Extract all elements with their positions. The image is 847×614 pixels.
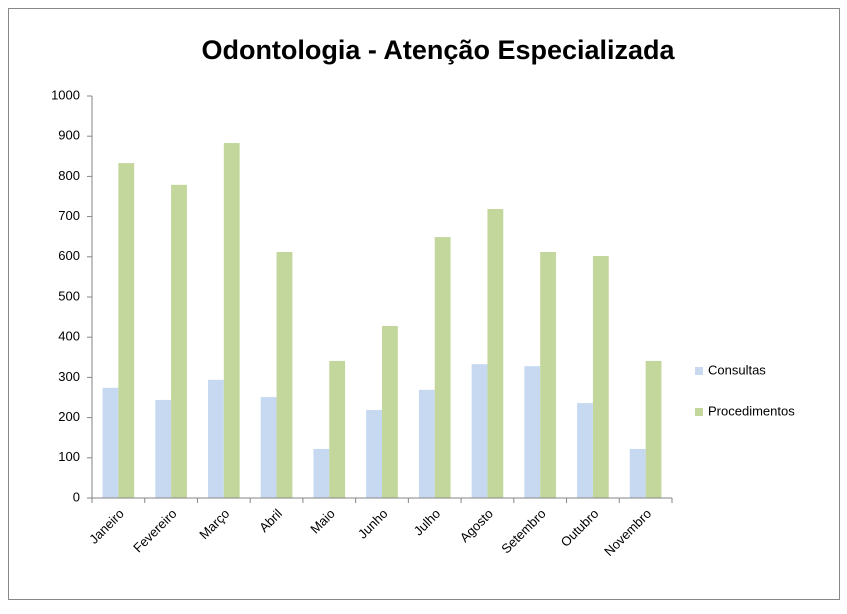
bar — [418, 389, 435, 498]
bar — [577, 403, 593, 498]
bar — [471, 364, 488, 498]
chart-title: Odontologia - Atenção Especializada — [201, 35, 675, 65]
bar — [118, 163, 135, 498]
y-tick-label: 500 — [58, 288, 80, 303]
bar — [276, 251, 293, 498]
bar — [329, 360, 346, 498]
y-tick-label: 600 — [58, 248, 80, 263]
bar — [629, 448, 646, 498]
bar — [524, 366, 541, 498]
bar — [540, 251, 556, 498]
bar — [313, 448, 330, 498]
y-tick-label: 1000 — [51, 87, 80, 102]
bar — [434, 237, 451, 499]
y-tick-label: 0 — [73, 489, 80, 504]
bar — [592, 255, 609, 498]
bar — [260, 397, 277, 498]
bar — [382, 325, 398, 498]
y-tick-label: 800 — [58, 168, 80, 183]
y-tick-label: 900 — [58, 128, 80, 143]
legend-swatch — [695, 408, 703, 416]
legend-label: Consultas — [708, 362, 766, 377]
bar — [102, 387, 119, 498]
bar — [171, 184, 187, 499]
y-tick-label: 100 — [58, 449, 80, 464]
bar — [645, 360, 662, 498]
legend-label: Procedimentos — [708, 403, 795, 418]
y-tick-label: 400 — [58, 329, 80, 344]
y-tick-label: 300 — [58, 369, 80, 384]
bar — [366, 409, 382, 498]
bar — [155, 399, 172, 498]
y-tick-label: 700 — [58, 208, 80, 223]
bar — [487, 208, 504, 498]
bar — [208, 379, 224, 498]
legend-swatch — [695, 367, 703, 375]
y-tick-label: 200 — [58, 409, 80, 424]
bar — [223, 143, 240, 498]
chart-border — [8, 8, 840, 600]
